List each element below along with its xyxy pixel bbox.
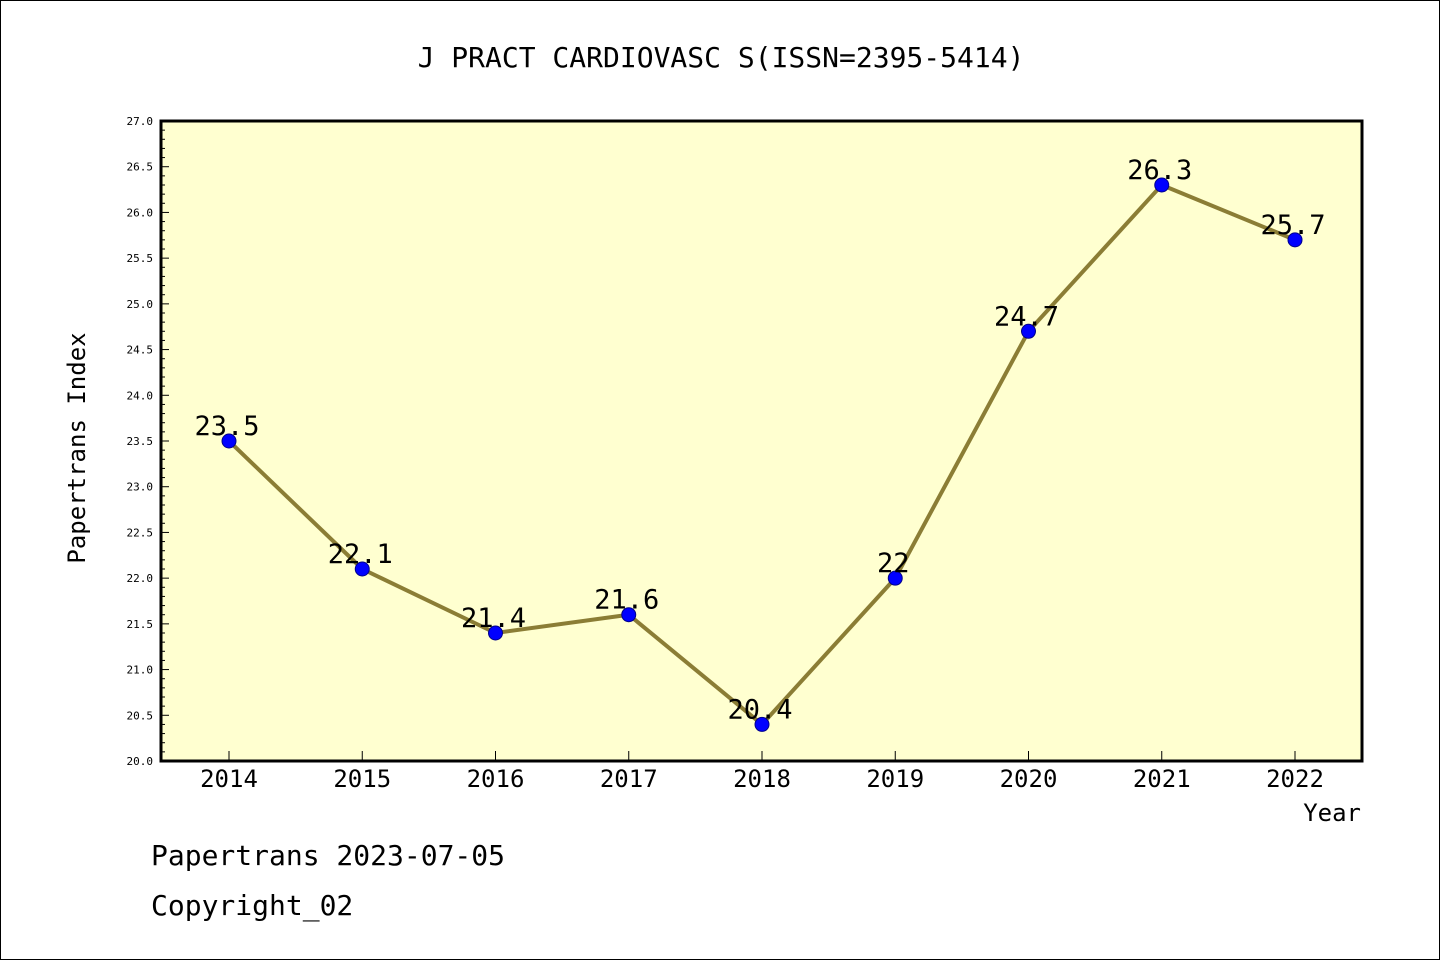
data-label: 22 — [877, 548, 910, 579]
plot-area — [159, 119, 1364, 763]
data-label: 25.7 — [1260, 210, 1325, 241]
data-point — [754, 716, 770, 732]
y-tick-label: 22.0 — [127, 572, 154, 585]
y-tick-label: 27.0 — [127, 115, 154, 128]
data-label: 23.5 — [194, 411, 259, 442]
x-tick-label: 2015 — [333, 765, 391, 793]
x-tick-label: 2016 — [467, 765, 525, 793]
y-tick-label: 25.5 — [127, 252, 154, 265]
y-tick-label: 21.0 — [127, 664, 154, 677]
x-tick-label: 2017 — [600, 765, 658, 793]
x-axis-label: Year — [1303, 799, 1361, 827]
x-tick-label: 2014 — [200, 765, 258, 793]
chart-title: J PRACT CARDIOVASC S(ISSN=2395-5414) — [418, 41, 1025, 74]
data-point — [1287, 232, 1303, 248]
data-label: 22.1 — [328, 539, 393, 570]
y-tick-label: 23.0 — [127, 481, 154, 494]
x-tick-label: 2018 — [733, 765, 791, 793]
data-label: 21.4 — [461, 603, 526, 634]
y-tick-label: 24.0 — [127, 389, 154, 402]
y-tick-label: 25.0 — [127, 298, 154, 311]
y-tick-label: 22.5 — [127, 526, 154, 539]
y-tick-label: 26.5 — [127, 161, 154, 174]
data-label: 20.4 — [727, 694, 792, 725]
data-point — [1021, 323, 1036, 339]
data-label: 21.6 — [594, 585, 659, 616]
y-tick-label: 23.5 — [127, 435, 154, 448]
data-point — [488, 625, 503, 641]
data-point — [887, 570, 903, 586]
footer-copyright: Copyright_02 — [151, 889, 353, 923]
data-label: 26.3 — [1127, 155, 1192, 186]
data-point — [221, 433, 237, 449]
series-layer: 23.5 22.1 21.4 21.6 20.4 22 24.7 26.3 25.7 — [194, 155, 1326, 732]
footer-date: Papertrans 2023-07-05 — [151, 839, 505, 872]
x-tick-label: 2021 — [1133, 765, 1191, 793]
x-axis: 2014 2015 2016 2017 2018 2019 2020 2021 2022 — [200, 751, 1324, 793]
y-axis-label: Papertrans Index — [63, 332, 91, 563]
data-label: 24.7 — [994, 301, 1059, 332]
x-tick-label: 2022 — [1266, 765, 1324, 793]
x-tick-label: 2020 — [1000, 765, 1058, 793]
x-tick-label: 2019 — [866, 765, 924, 793]
data-point — [621, 607, 637, 623]
y-tick-label: 24.5 — [127, 344, 154, 357]
y-axis: 20.0 20.5 21.0 21.5 22.0 22.5 23.0 23.5 24.0 24.5… — [127, 115, 169, 768]
y-tick-label: 20.0 — [127, 755, 154, 768]
y-tick-label: 20.5 — [127, 709, 154, 722]
y-tick-label: 26.0 — [127, 206, 154, 219]
y-tick-label: 21.5 — [127, 618, 154, 631]
data-point — [1154, 177, 1170, 193]
data-point — [354, 561, 370, 577]
